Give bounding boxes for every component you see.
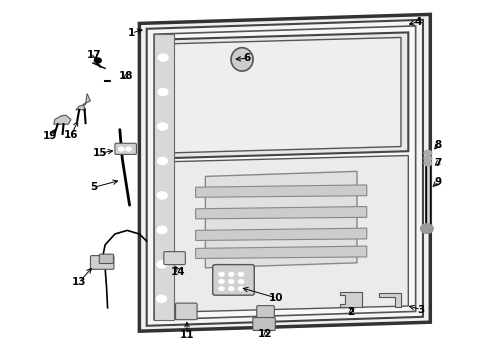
FancyBboxPatch shape [212, 265, 254, 295]
Text: 17: 17 [87, 50, 102, 60]
Circle shape [423, 150, 431, 156]
Text: 4: 4 [413, 17, 421, 27]
Text: 6: 6 [243, 53, 250, 63]
Text: 1: 1 [127, 28, 134, 38]
Circle shape [156, 295, 166, 302]
Circle shape [218, 279, 224, 284]
FancyBboxPatch shape [163, 252, 185, 265]
Polygon shape [378, 293, 400, 307]
Text: 19: 19 [42, 131, 57, 141]
Text: 18: 18 [119, 71, 133, 81]
Polygon shape [139, 14, 429, 331]
Polygon shape [195, 207, 366, 219]
FancyBboxPatch shape [115, 143, 136, 154]
Polygon shape [154, 26, 415, 320]
Polygon shape [195, 185, 366, 197]
Circle shape [218, 272, 224, 276]
FancyBboxPatch shape [175, 303, 197, 320]
FancyBboxPatch shape [256, 306, 274, 321]
Circle shape [238, 279, 244, 284]
Text: 3: 3 [416, 305, 423, 315]
Circle shape [423, 156, 431, 161]
Polygon shape [76, 94, 90, 110]
Text: 8: 8 [433, 140, 440, 150]
Circle shape [423, 160, 431, 166]
Text: 7: 7 [433, 158, 441, 168]
Polygon shape [146, 20, 422, 326]
Circle shape [218, 287, 224, 291]
Text: 15: 15 [93, 148, 107, 158]
Text: 11: 11 [179, 330, 194, 340]
Circle shape [238, 287, 244, 291]
FancyBboxPatch shape [252, 318, 275, 330]
Text: 9: 9 [433, 177, 440, 187]
Circle shape [157, 157, 167, 165]
Polygon shape [205, 171, 356, 268]
Circle shape [94, 58, 101, 63]
Circle shape [118, 147, 124, 151]
Circle shape [158, 123, 167, 130]
Polygon shape [159, 156, 407, 312]
Circle shape [111, 77, 123, 85]
Circle shape [228, 287, 234, 291]
Polygon shape [54, 115, 71, 124]
FancyBboxPatch shape [90, 256, 114, 269]
Circle shape [125, 147, 131, 151]
Circle shape [157, 261, 166, 268]
Ellipse shape [231, 48, 253, 71]
Circle shape [158, 89, 167, 96]
Polygon shape [159, 32, 407, 158]
Polygon shape [195, 246, 366, 258]
FancyBboxPatch shape [99, 254, 113, 264]
Text: 10: 10 [268, 293, 283, 303]
Circle shape [228, 279, 234, 284]
Circle shape [157, 192, 167, 199]
Circle shape [228, 272, 234, 276]
Circle shape [420, 224, 432, 233]
Text: 12: 12 [258, 329, 272, 339]
Polygon shape [195, 228, 366, 240]
Text: 13: 13 [72, 276, 86, 287]
Circle shape [158, 54, 168, 61]
Text: 5: 5 [90, 182, 97, 192]
Circle shape [157, 226, 166, 234]
Polygon shape [166, 37, 400, 153]
Text: 2: 2 [347, 307, 354, 317]
Circle shape [238, 272, 244, 276]
Polygon shape [339, 292, 361, 307]
Text: 16: 16 [63, 130, 78, 140]
Text: 14: 14 [171, 267, 185, 277]
Polygon shape [154, 34, 173, 320]
